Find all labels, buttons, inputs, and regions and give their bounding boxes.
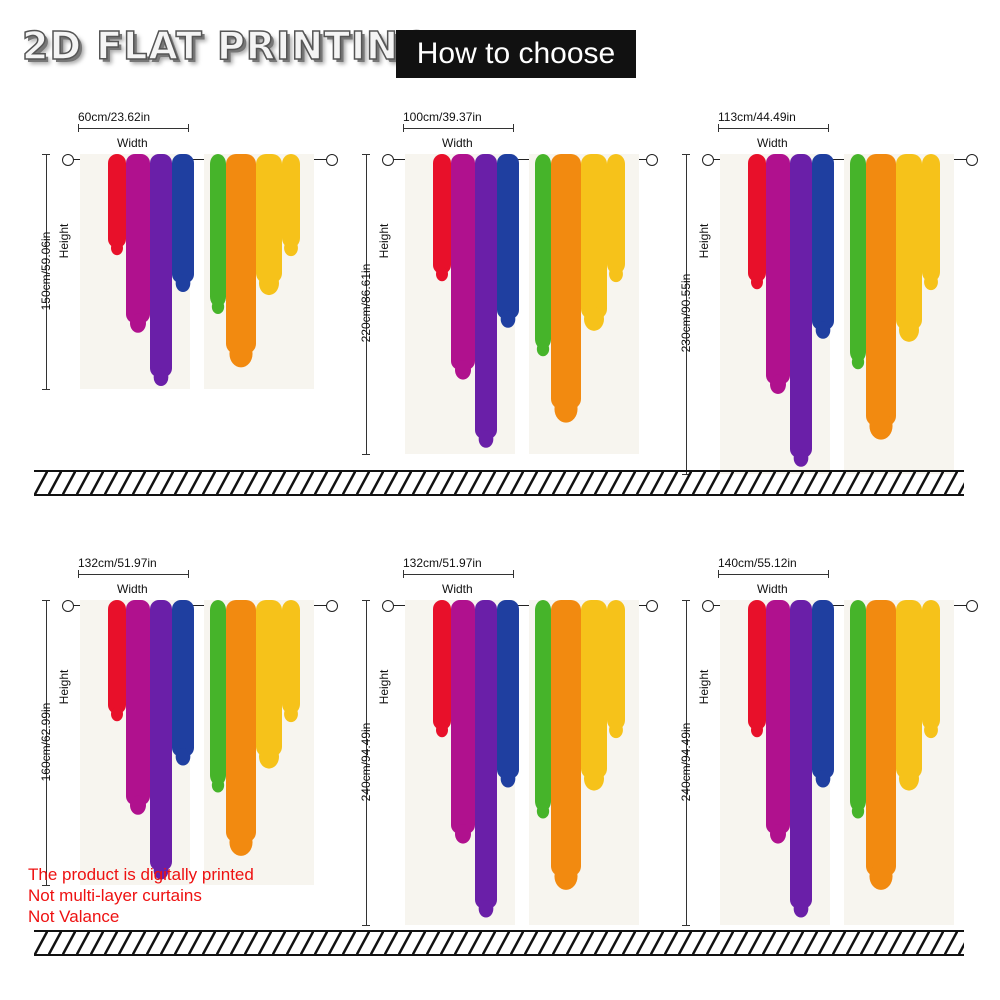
curtain-rod [708,159,978,160]
height-label: Height [377,223,391,259]
curtain-ring-icon [966,600,978,612]
dimension-tick [682,154,690,155]
dimension-tick [403,570,404,578]
width-dimension-line [718,128,828,129]
curtain-ring-icon [646,154,658,166]
curtain-ring-icon [62,154,74,166]
curtain-rod [708,605,978,606]
width-dimension-line [718,574,828,575]
height-label: Height [57,669,71,705]
width-label: Width [117,136,148,150]
dimension-tick [42,389,50,390]
curtain-ring-icon [966,154,978,166]
curtain-ring-icon [646,600,658,612]
note-line: The product is digitally printed [28,865,254,884]
dimension-tick [42,885,50,886]
height-dimension-line [366,600,367,925]
curtain-size-panel: 113cm/44.49in Width 230cm/90.55in Height [679,110,1000,550]
height-measurement: 220cm/86.61in [359,263,373,343]
width-label: Width [757,136,788,150]
width-measurement: 113cm/44.49in [718,110,796,124]
width-label: Width [442,136,473,150]
height-label: Height [377,669,391,705]
curtain-rod [388,159,658,160]
height-label: Height [697,669,711,705]
curtain-rod [68,605,338,606]
curtain-image [720,600,980,930]
note-line: Not Valance [28,907,120,926]
width-measurement: 60cm/23.62in [78,110,151,124]
note-line: Not multi-layer curtains [28,886,202,905]
curtain-image [80,154,340,394]
dimension-tick [362,600,370,601]
height-label: Height [697,223,711,259]
dimension-tick [188,124,189,132]
curtain-ring-icon [702,600,714,612]
dimension-tick [78,124,79,132]
curtain-ring-icon [62,600,74,612]
curtain-ring-icon [702,154,714,166]
dimension-tick [78,570,79,578]
height-dimension-line [366,154,367,454]
hatched-divider [34,470,964,496]
width-measurement: 140cm/55.12in [718,556,797,570]
dimension-tick [42,600,50,601]
height-measurement: 240cm/94.49in [679,722,693,801]
dimension-tick [188,570,189,578]
width-measurement: 100cm/39.37in [403,110,482,124]
height-measurement: 160cm/62.99in [39,702,53,781]
width-dimension-line [78,574,188,575]
height-measurement: 150cm/59.06in [39,231,53,310]
curtain-size-panel: 132cm/51.97in Width 240cm/94.49in Height [359,556,680,996]
width-dimension-line [403,574,513,575]
how-to-choose-badge: How to choose [396,30,636,78]
curtain-rod [68,159,338,160]
dimension-tick [718,124,719,132]
width-label: Width [757,582,788,596]
height-dimension-line [46,600,47,885]
height-measurement: 240cm/94.49in [359,722,373,801]
width-measurement: 132cm/51.97in [78,556,157,570]
dimension-tick [513,570,514,578]
dimension-tick [42,154,50,155]
width-dimension-line [403,128,513,129]
curtain-size-panel: 100cm/39.37in Width 220cm/86.61in Height [359,110,680,550]
width-label: Width [442,582,473,596]
dimension-tick [513,124,514,132]
page-title: 2D FLAT PRINTING [21,23,432,69]
curtain-ring-icon [382,600,394,612]
curtain-size-panel: 60cm/23.62in Width 150cm/59.06in Height [39,110,360,550]
curtain-image [405,600,665,930]
height-dimension-line [46,154,47,389]
height-dimension-line [686,600,687,925]
width-label: Width [117,582,148,596]
curtain-image [80,600,340,890]
curtain-ring-icon [326,154,338,166]
curtain-image [720,154,980,479]
hatched-divider [34,930,964,956]
dimension-tick [362,925,370,926]
height-label: Height [57,223,71,259]
width-dimension-line [78,128,188,129]
dimension-tick [828,124,829,132]
dimension-tick [682,925,690,926]
dimension-tick [828,570,829,578]
curtain-ring-icon [382,154,394,166]
dimension-tick [682,600,690,601]
curtain-ring-icon [326,600,338,612]
height-measurement: 230cm/90.55in [679,273,693,353]
dimension-tick [403,124,404,132]
curtain-image [405,154,665,459]
curtain-rod [388,605,658,606]
dimension-tick [718,570,719,578]
dimension-tick [362,154,370,155]
width-measurement: 132cm/51.97in [403,556,482,570]
height-dimension-line [686,154,687,474]
curtain-size-panel: 132cm/51.97in Width 160cm/62.99in Height [39,556,360,996]
product-notes: The product is digitally printed Not mul… [28,864,254,927]
dimension-tick [362,454,370,455]
curtain-size-panel: 140cm/55.12in Width 240cm/94.49in Height [679,556,1000,996]
